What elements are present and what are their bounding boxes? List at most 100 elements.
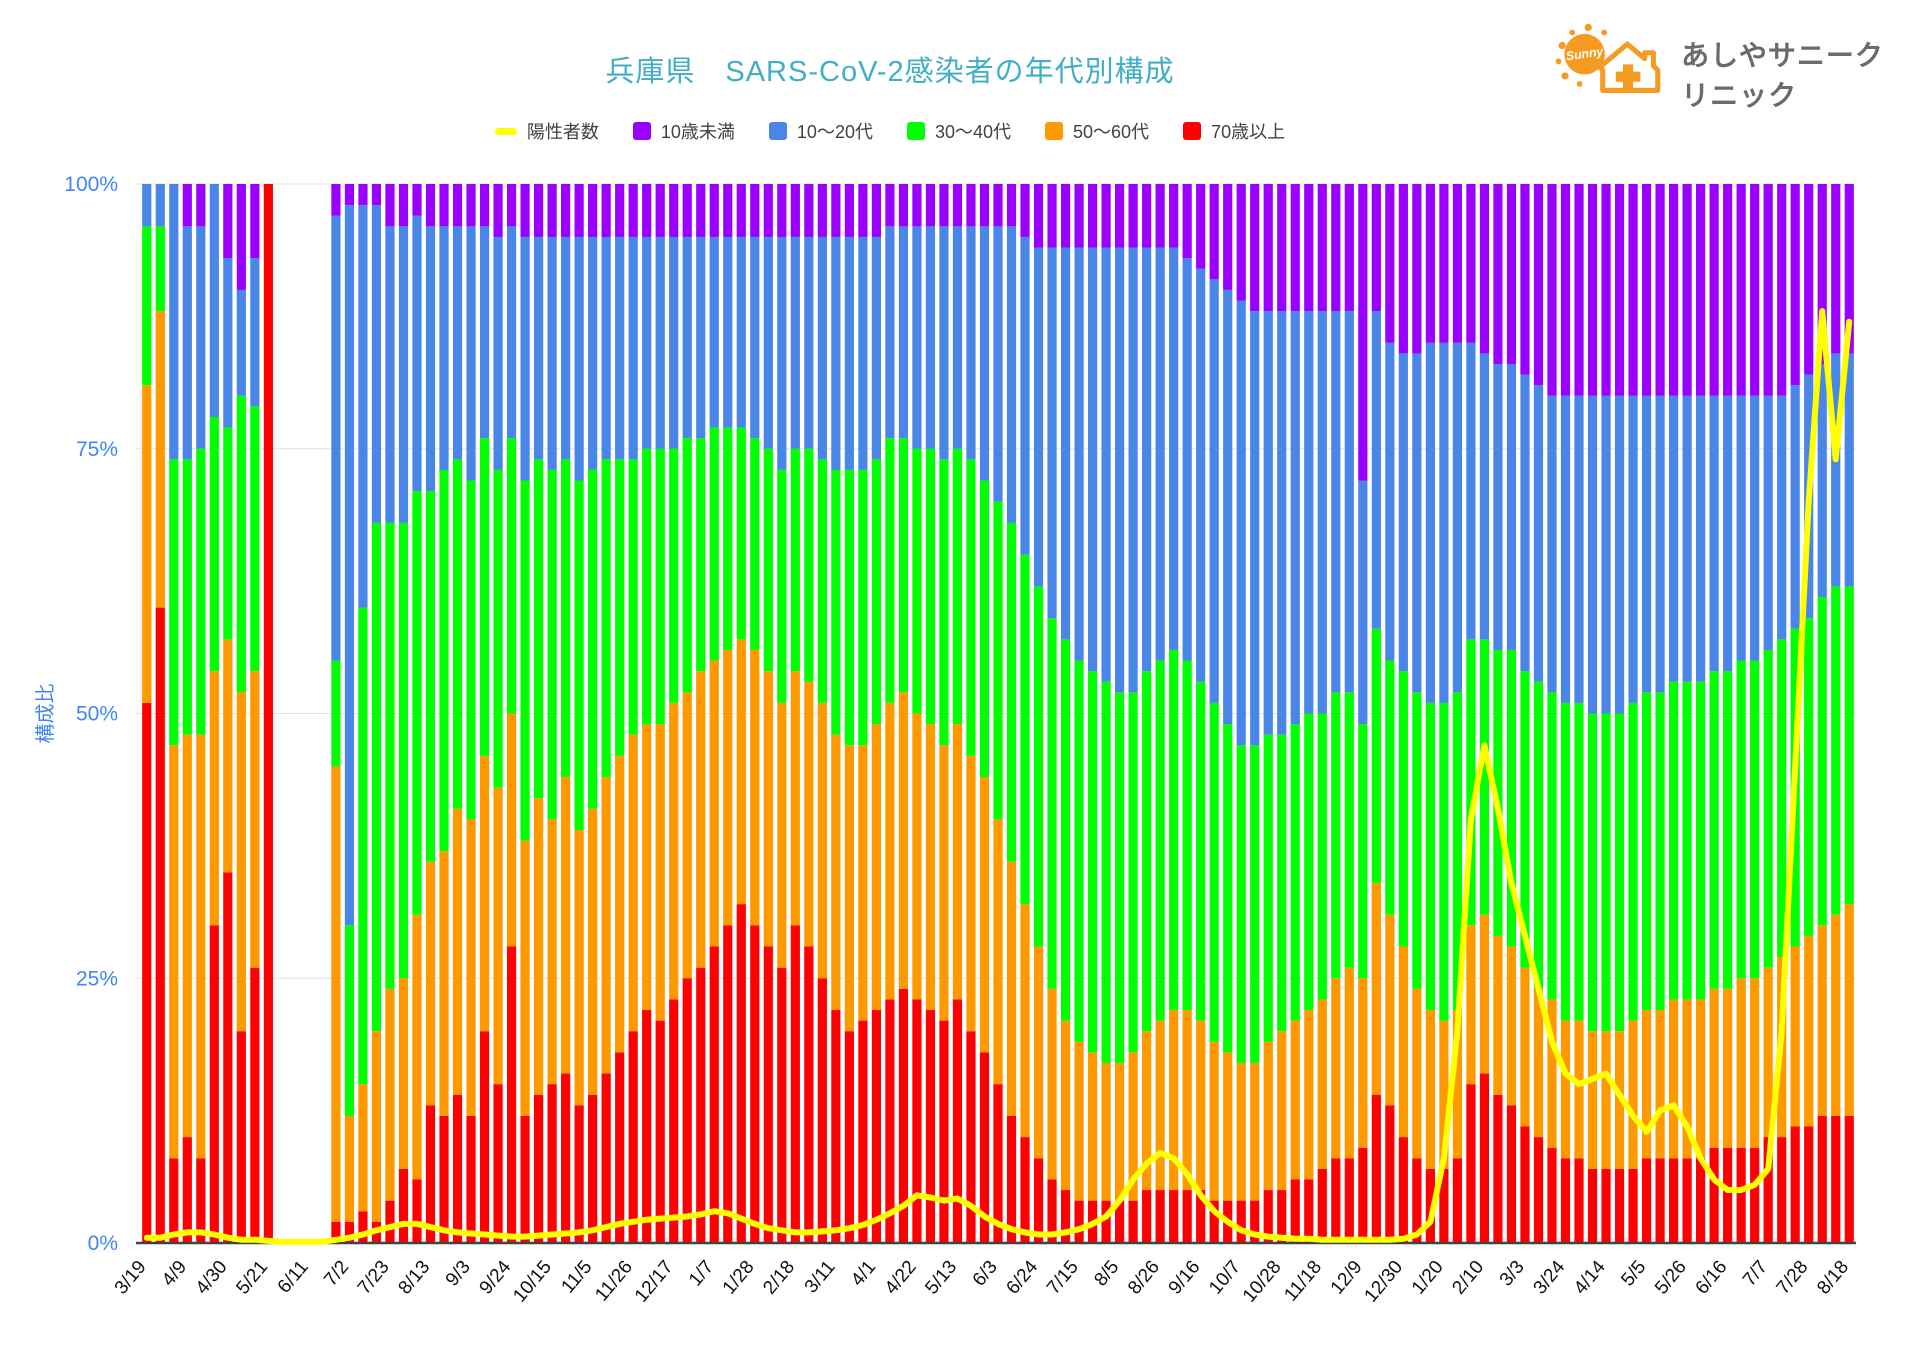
bar-segment [1236, 745, 1246, 1063]
bar-segment [1223, 184, 1233, 290]
bar-segment [1574, 1020, 1584, 1159]
legend-item-3: 30〜40代 [906, 118, 1011, 144]
bar-segment [993, 1084, 1003, 1243]
bar-segment [1398, 946, 1408, 1138]
bar-segment [844, 184, 854, 237]
bar-segment [1844, 184, 1854, 354]
bar-segment [520, 840, 530, 1116]
bar-segment [331, 660, 341, 767]
bar-segment [1817, 184, 1827, 365]
bar-segment [412, 914, 422, 1180]
bar-segment [1317, 1168, 1327, 1243]
bar-segment [790, 448, 800, 672]
bar-segment [628, 184, 638, 237]
bar-segment [1128, 247, 1138, 693]
bar-segment [925, 724, 936, 1011]
bar-segment [1142, 1031, 1152, 1191]
legend-item-0: 陽性者数 [494, 118, 599, 144]
bar-segment [939, 226, 949, 460]
bar-segment [736, 184, 746, 237]
bar-segment [358, 1211, 368, 1243]
bar-segment [196, 184, 206, 227]
bar-segment [1236, 184, 1246, 301]
bar-segment [1385, 914, 1395, 1106]
bar-segment [250, 184, 260, 259]
bar-segment [1223, 1052, 1233, 1201]
bar-segment [1493, 649, 1503, 936]
bar-segment [1520, 374, 1530, 672]
y-axis-title: 構成比 [34, 684, 57, 744]
legend-swatch [1045, 122, 1064, 140]
bar-segment [669, 448, 679, 703]
bar-segment [1493, 935, 1503, 1095]
bar-segment [574, 480, 584, 830]
bar-segment [1831, 184, 1841, 354]
bar-segment [696, 184, 706, 237]
bar-segment [1452, 342, 1462, 693]
bar-segment [1142, 1190, 1152, 1243]
bar-segment [1466, 1084, 1476, 1243]
bar-segment [1425, 702, 1435, 1011]
clinic-name: あしやサニークリニック [1681, 40, 1884, 111]
bar-segment [547, 236, 557, 470]
bar-segment [1506, 946, 1517, 1106]
bar-segment [655, 448, 665, 725]
bar-segment [452, 1094, 463, 1243]
bar-segment [1466, 925, 1476, 1085]
bar-segment [1398, 671, 1408, 947]
bar-segment [790, 671, 800, 926]
bar-segment [979, 480, 990, 778]
bar-segment [1669, 999, 1679, 1159]
bar-segment [1587, 184, 1598, 396]
bar-segment [236, 395, 246, 693]
legend-swatch [494, 127, 517, 135]
x-tick-label: 2/10 [1448, 1257, 1488, 1299]
bar-segment [1520, 184, 1530, 375]
bar-segment [1723, 1147, 1733, 1243]
bar-segment [1033, 247, 1044, 587]
bar-segment [506, 946, 517, 1243]
bar-segment [1682, 395, 1692, 682]
bar-segment [1101, 1200, 1111, 1243]
bar-segment [1574, 1158, 1584, 1243]
bar-segment [682, 236, 692, 439]
bar-segment [844, 745, 854, 1032]
bar-segment [588, 469, 598, 809]
bar-segment [966, 226, 976, 460]
bar-segment [1763, 184, 1773, 396]
bar-segment [1060, 184, 1071, 248]
bar-segment [466, 1115, 476, 1243]
bar-segment [534, 459, 544, 799]
bar-segment [871, 236, 881, 460]
bar-segment [1763, 1137, 1773, 1243]
bar-segment [736, 639, 746, 905]
bar-segment [1209, 1200, 1219, 1243]
bar-segment [209, 184, 219, 417]
x-tick-label: 3/11 [801, 1257, 840, 1298]
bar-segment [1277, 1031, 1287, 1191]
bar-segment [642, 236, 652, 449]
bar-segment [1006, 522, 1017, 862]
bar-segment [750, 925, 760, 1243]
bar-segment [1641, 1158, 1652, 1243]
bar-segment [1790, 184, 1800, 386]
bar-segment [1250, 311, 1260, 746]
bar-segment [1209, 279, 1219, 703]
bar-segment [493, 236, 503, 470]
bar-segment [425, 226, 436, 492]
bar-segment [1142, 247, 1152, 672]
bar-segment [1074, 247, 1084, 661]
bar-segment [385, 522, 395, 989]
bar-segment [912, 999, 922, 1243]
bar-segment [1669, 681, 1679, 1000]
bar-segment [952, 448, 963, 725]
bar-segment [331, 1221, 341, 1243]
bar-segment [223, 427, 233, 640]
bar-segment [709, 946, 719, 1243]
bar-segment [574, 184, 584, 237]
bar-segment [1060, 1190, 1071, 1243]
bar-segment [858, 469, 868, 746]
bar-segment [1006, 184, 1017, 227]
x-tick-label: 5/26 [1651, 1257, 1691, 1299]
legend-label: 10歳未満 [660, 122, 735, 142]
